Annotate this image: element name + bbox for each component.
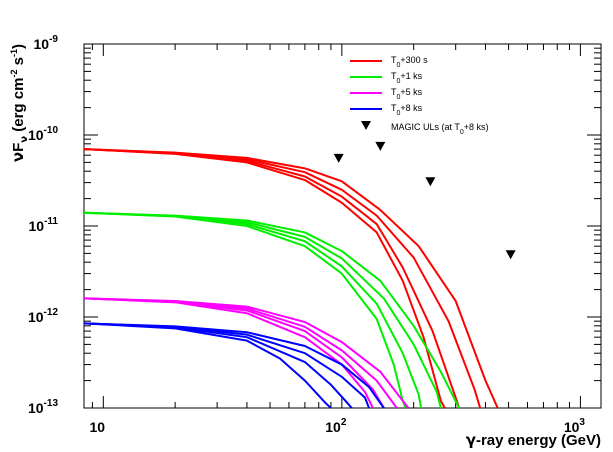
y-tick-label: 10-11 [29,216,59,234]
series-0-line-0 [84,148,446,408]
series-3-line-2 [84,322,370,408]
upper-limit-marker [375,141,386,151]
series-2-line-3 [84,297,410,408]
series-2-line-1 [84,297,385,408]
series-2-line-0 [84,297,374,408]
legend-marker [361,121,371,130]
legend-label: MAGIC ULs (at T0+8 ks) [391,122,489,136]
series-1-line-3 [84,211,460,408]
x-tick-label: 103 [564,417,586,435]
legend-label: T0+8 ks [391,103,423,117]
y-axis-title: νFν (erg cm-2 s-1) [9,44,30,162]
y-tick-label: 10-13 [28,398,58,416]
upper-limit-marker [505,250,516,260]
x-tick-label: 10 [90,419,106,435]
legend-label: T0+300 s [391,55,428,69]
series-2-line-2 [84,297,398,408]
x-tick-label: 102 [325,417,347,435]
legend-label: T0+5 ks [391,87,423,101]
x-axis-title: γ-ray energy (GeV) [466,431,601,449]
upper-limit-marker [333,153,344,163]
upper-limit-marker [425,177,436,187]
y-tick-label: 10-12 [28,307,58,325]
series-group [84,148,499,408]
series-3-line-0 [84,322,332,408]
series-0-line-3 [84,148,499,408]
series-0-line-2 [84,148,482,408]
series-3-line-3 [84,322,385,408]
series-0-line-1 [84,148,461,408]
y-tick-label: 10-9 [34,34,59,52]
y-tick-label: 10-10 [28,125,58,143]
legend-label: T0+1 ks [391,71,423,85]
